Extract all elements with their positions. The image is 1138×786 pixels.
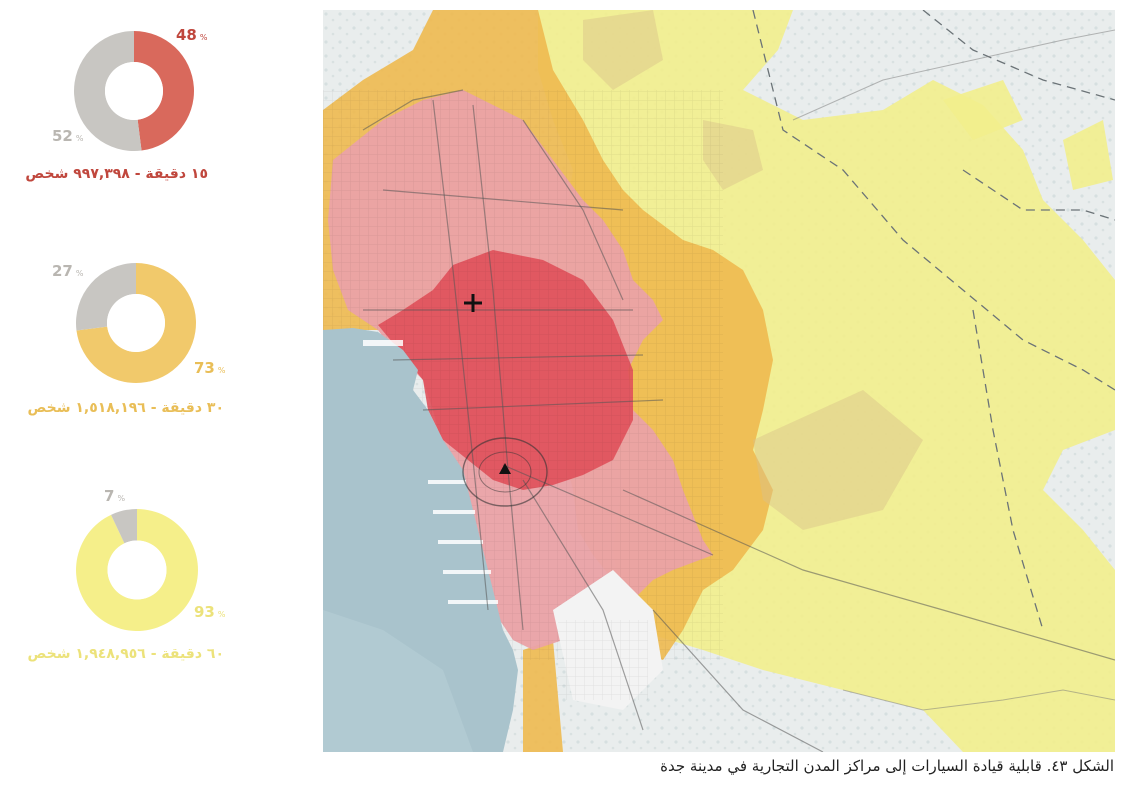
value-number: 93 [194, 603, 215, 621]
donut-block-30min: 27% 73% ٣٠ دقيقة - ١,٥١٨,١٩٦ شخص [0, 250, 300, 430]
percent-sign: % [75, 134, 84, 143]
remainder-number: 52 [52, 127, 73, 145]
value-number: 48 [176, 26, 197, 44]
donut-chart-30min [76, 263, 196, 383]
remainder-percent: 7% [104, 487, 125, 505]
donut-slice-remainder [74, 31, 142, 151]
boundary-lines [752, 10, 1115, 631]
donut-block-15min: 48% 52% ١٥ دقيقة - ٩٩٧,٣٩٨ شخص [0, 0, 300, 200]
remainder-percent: 52% [52, 127, 83, 145]
remainder-number: 27 [52, 262, 73, 280]
remainder-percent: 27% [52, 262, 83, 280]
donut-slice-remainder [76, 263, 136, 331]
donut-slice-value [134, 31, 195, 151]
percent-sign: % [75, 269, 84, 278]
map-canvas [323, 10, 1115, 752]
roads [362, 89, 1115, 752]
donut-slice-value [76, 509, 198, 631]
figure-caption: الشكل ٤٣. قابلية قيادة السيارات إلى مراك… [660, 757, 1114, 775]
cross-icon [464, 294, 482, 312]
percent-sign: % [117, 494, 126, 503]
donut-caption: ١٥ دقيقة - ٩٩٧,٣٩٨ شخص [25, 166, 208, 182]
remainder-number: 7 [104, 487, 115, 505]
donut-hole [105, 62, 163, 120]
donut-block-60min: 7% 93% ٦٠ دقيقة - ١,٩٤٨,٩٥٦ شخص [0, 480, 300, 670]
value-percent: 93% [194, 603, 225, 621]
triangle-icon [499, 463, 511, 474]
percent-sign: % [217, 610, 226, 619]
donut-slice-value [76, 263, 196, 383]
accessibility-map [323, 10, 1115, 752]
value-percent: 48% [176, 26, 207, 44]
donut-chart-60min [76, 509, 198, 631]
value-percent: 73% [194, 359, 225, 377]
value-number: 73 [194, 359, 215, 377]
percent-sign: % [217, 366, 226, 375]
donut-slice-remainder [111, 509, 137, 544]
donut-caption: ٦٠ دقيقة - ١,٩٤٨,٩٥٦ شخص [27, 646, 224, 662]
donut-hole [107, 294, 165, 352]
percent-sign: % [199, 33, 208, 42]
port [363, 340, 498, 604]
donut-chart-15min [74, 31, 195, 151]
donut-hole [107, 540, 167, 600]
donut-caption: ٣٠ دقيقة - ١,٥١٨,١٩٦ شخص [27, 400, 224, 416]
